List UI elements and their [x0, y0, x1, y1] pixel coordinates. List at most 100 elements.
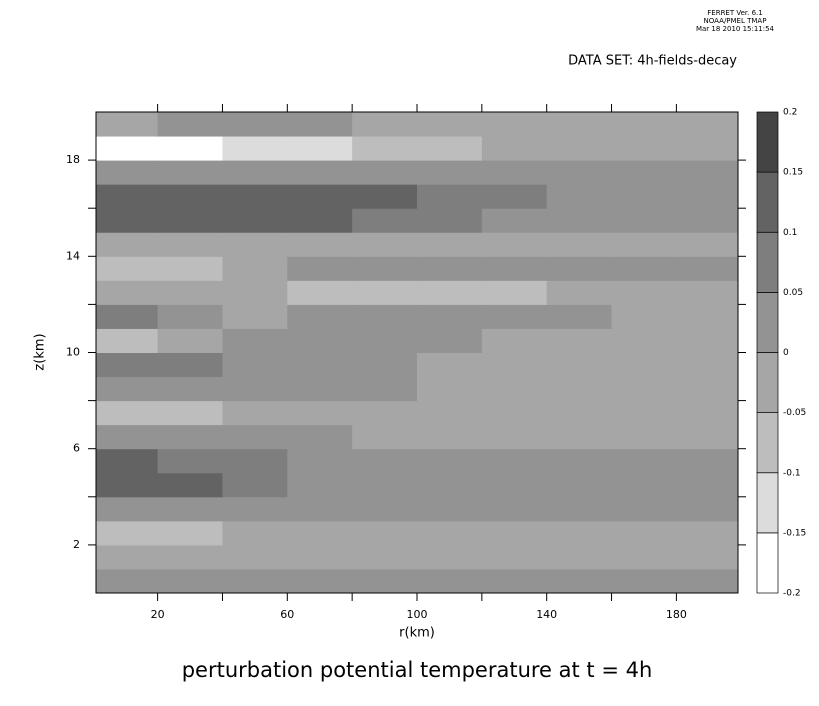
contour-cell — [417, 400, 483, 426]
y-tick-label: 6 — [73, 442, 80, 455]
contour-cell — [611, 376, 677, 402]
contour-cell — [611, 280, 677, 305]
contour-cell — [352, 568, 418, 594]
contour-cell — [417, 184, 483, 209]
contour-cell — [546, 496, 613, 522]
contour-cell — [417, 304, 483, 329]
contour-cell — [676, 256, 739, 281]
contour-cell — [676, 160, 739, 185]
contour-cell — [157, 424, 223, 450]
contour-cell — [676, 304, 739, 329]
contour-cell — [96, 352, 159, 378]
contour-cell — [287, 376, 353, 402]
contour-cell — [417, 352, 483, 378]
contour-cell — [481, 304, 548, 329]
contour-cell — [676, 448, 739, 474]
contour-cell — [157, 520, 223, 546]
contour-cell — [96, 400, 159, 426]
contour-cell — [546, 568, 613, 594]
contour-cell — [417, 544, 483, 570]
contour-cell — [96, 520, 159, 546]
contour-cell — [96, 424, 159, 450]
colorbar-swatch — [756, 472, 779, 534]
contour-cell — [352, 496, 418, 522]
contour-cell — [352, 184, 418, 209]
contour-cell — [287, 496, 353, 522]
contour-cell — [96, 208, 159, 233]
contour-cell — [287, 256, 353, 281]
contour-cell — [352, 400, 418, 426]
x-axis-label: r(km) — [399, 626, 435, 641]
contour-cell — [417, 280, 483, 305]
contour-cell — [222, 160, 288, 185]
contour-cell — [222, 304, 288, 329]
contour-cell — [546, 184, 613, 209]
contour-cell — [546, 472, 613, 498]
contour-cell — [222, 232, 288, 257]
contour-cell — [417, 376, 483, 402]
contour-cell — [546, 160, 613, 185]
contour-cell — [481, 208, 548, 233]
contour-cell — [96, 472, 159, 498]
contour-cell — [157, 448, 223, 474]
contour-cell — [352, 472, 418, 498]
contour-cell — [417, 568, 483, 594]
contour-cell — [157, 496, 223, 522]
contour-cell — [96, 304, 159, 329]
contour-cell — [352, 208, 418, 233]
y-axis-label: z(km) — [33, 333, 48, 370]
contour-cell — [481, 472, 548, 498]
contour-cell — [222, 376, 288, 402]
contour-cell — [287, 568, 353, 594]
contour-cell — [352, 136, 418, 161]
contour-cell — [611, 424, 677, 450]
colorbar-label: -0.15 — [783, 528, 806, 538]
colorbar-swatch — [756, 171, 779, 233]
contour-cell — [676, 136, 739, 161]
contour-cell — [611, 400, 677, 426]
contour-cell — [352, 112, 418, 137]
contour-cell — [96, 256, 159, 281]
stamp-line: NOAA/PMEL TMAP — [704, 17, 767, 25]
contour-cell — [546, 376, 613, 402]
contour-cell — [222, 520, 288, 546]
contour-cell — [676, 328, 739, 353]
contour-cell — [481, 256, 548, 281]
contour-cell — [222, 328, 288, 353]
contour-cell — [546, 280, 613, 305]
contour-cell — [287, 400, 353, 426]
contour-cell — [287, 424, 353, 450]
contour-cell — [611, 208, 677, 233]
x-tick-label: 140 — [536, 608, 557, 621]
contour-cell — [222, 112, 288, 137]
contour-cell — [611, 520, 677, 546]
contour-cell — [157, 232, 223, 257]
contour-cell — [96, 328, 159, 353]
colorbar-label: 0.2 — [783, 108, 797, 118]
contour-cell — [222, 184, 288, 209]
contour-cell — [611, 256, 677, 281]
contour-cell — [287, 112, 353, 137]
contour-cell — [287, 232, 353, 257]
contour-cell — [157, 472, 223, 498]
contour-cell — [546, 544, 613, 570]
contour-cell — [157, 400, 223, 426]
colorbar-swatch — [756, 412, 779, 474]
contour-cell — [157, 304, 223, 329]
x-tick-label: 60 — [280, 608, 294, 621]
colorbar-label: -0.2 — [783, 589, 801, 599]
contour-cell — [611, 448, 677, 474]
contour-cell — [417, 520, 483, 546]
contour-cell — [481, 544, 548, 570]
contour-cell — [611, 568, 677, 594]
contour-cell — [222, 544, 288, 570]
contour-cell — [222, 472, 288, 498]
contour-cell — [417, 112, 483, 137]
contour-cell — [287, 136, 353, 161]
contour-cell — [417, 232, 483, 257]
colorbar-swatch — [756, 292, 779, 353]
contour-cell — [287, 544, 353, 570]
contour-cell — [481, 448, 548, 474]
colorbar-label: 0.15 — [783, 168, 803, 178]
x-tick-label: 20 — [151, 608, 165, 621]
